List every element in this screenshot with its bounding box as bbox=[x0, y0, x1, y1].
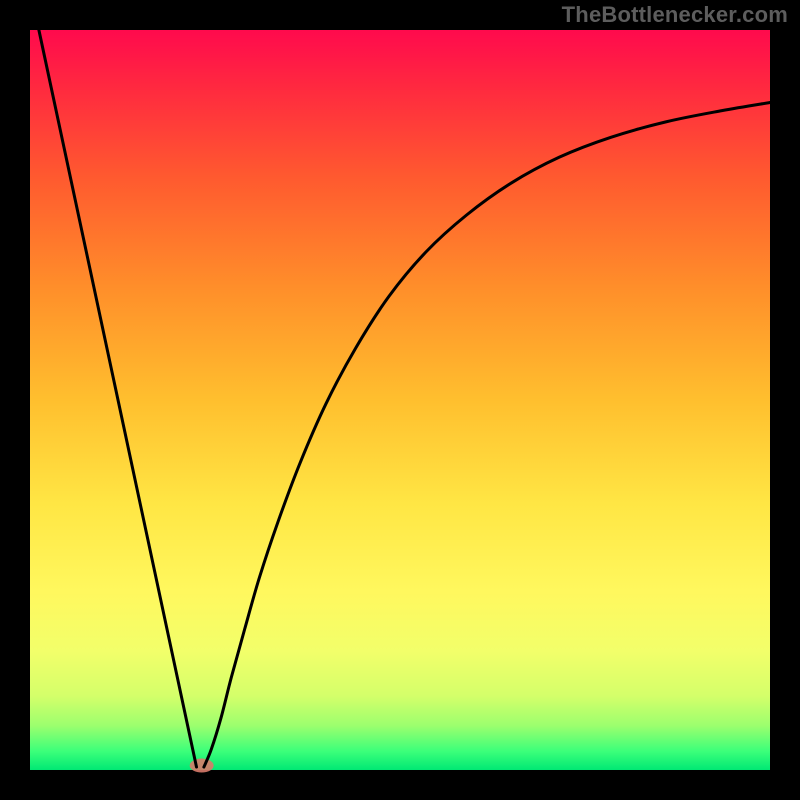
curve-right-arc bbox=[204, 103, 770, 768]
minimum-marker bbox=[190, 759, 214, 773]
watermark-text: TheBottlenecker.com bbox=[562, 2, 788, 28]
plot-area bbox=[30, 30, 770, 770]
chart-stage: TheBottlenecker.com bbox=[0, 0, 800, 800]
bottleneck-curve bbox=[30, 30, 770, 770]
curve-left-line bbox=[39, 30, 197, 767]
